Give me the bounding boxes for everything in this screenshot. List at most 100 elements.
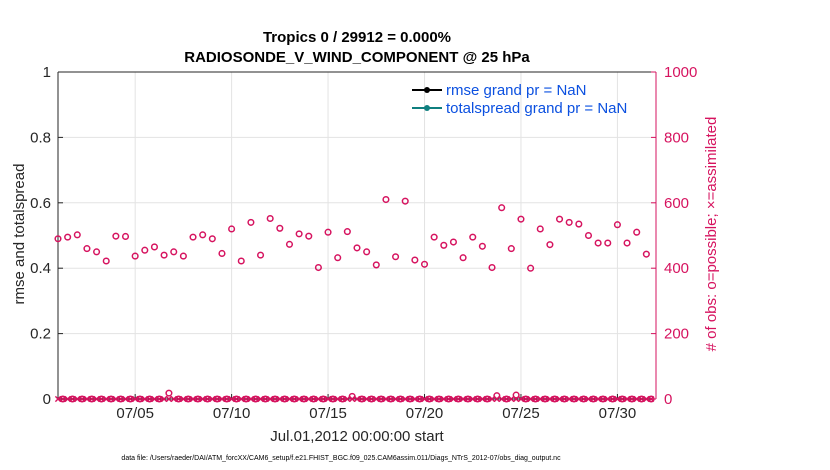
y-tick-label: 0.8: [30, 129, 51, 146]
legend: rmse grand pr = NaN totalspread grand pr…: [412, 82, 627, 117]
possible-obs-marker: [338, 395, 347, 403]
assimilated-obs-marker: [426, 395, 433, 403]
assimilated-obs-marker: [281, 395, 288, 403]
y2-tick-label: 1000: [664, 64, 697, 81]
possible-obs-marker: [531, 395, 539, 403]
possible-obs-marker: [392, 253, 400, 261]
possible-obs-marker: [642, 250, 650, 258]
possible-obs-marker: [189, 233, 197, 241]
y2-tick-label: 200: [664, 326, 689, 343]
assimilated-obs-marker: [127, 395, 134, 403]
possible-obs-marker: [478, 242, 486, 250]
possible-obs-marker: [83, 245, 91, 253]
possible-obs-marker: [440, 241, 448, 249]
assimilated-obs-marker: [233, 395, 240, 403]
assimilated-obs-marker: [638, 395, 645, 403]
y-tick-label: 1: [43, 64, 51, 81]
legend-label-totalspread: totalspread grand pr = NaN: [446, 100, 627, 117]
possible-obs-marker: [449, 238, 458, 246]
assimilated-obs-marker: [595, 395, 602, 403]
possible-obs-marker: [165, 389, 173, 397]
assimilated-obs-marker: [132, 395, 139, 403]
assimilated-obs-marker: [537, 395, 544, 403]
assimilated-obs-marker: [291, 395, 298, 403]
possible-obs-marker: [203, 395, 212, 403]
possible-obs-marker: [199, 231, 207, 239]
assimilated-obs-marker: [614, 395, 621, 403]
assimilated-obs-marker: [474, 395, 481, 403]
assimilated-obs-marker: [286, 395, 293, 403]
x-tick-label: 07/10: [213, 405, 251, 422]
possible-obs-marker: [78, 395, 86, 403]
possible-obs-marker: [290, 395, 298, 403]
possible-obs-marker: [609, 395, 617, 403]
possible-obs-marker: [266, 214, 274, 223]
possible-obs-marker: [445, 395, 453, 403]
assimilated-obs-marker: [585, 395, 592, 403]
possible-obs-marker: [387, 395, 395, 403]
assimilated-obs-marker: [411, 395, 418, 403]
possible-obs-marker: [411, 256, 419, 264]
possible-obs-marker: [363, 248, 371, 256]
possible-obs-marker: [285, 240, 294, 248]
possible-obs-marker: [310, 395, 318, 403]
possible-obs-marker: [160, 251, 168, 259]
assimilated-obs-marker: [161, 395, 168, 403]
possible-obs-marker: [170, 248, 178, 256]
assimilated-obs-marker: [74, 395, 81, 403]
assimilated-obs-marker: [175, 395, 182, 403]
possible-obs-marker: [314, 263, 322, 272]
assimilated-obs-marker: [64, 395, 71, 403]
possible-obs-marker: [117, 395, 125, 403]
possible-obs-marker: [599, 395, 607, 403]
assimilated-obs-marker: [156, 395, 163, 403]
possible-obs-marker: [305, 232, 313, 240]
assimilated-obs-marker: [628, 395, 635, 403]
assimilated-obs-marker: [98, 395, 105, 403]
assimilated-obs-marker: [406, 395, 414, 403]
possible-obs-marker: [126, 395, 134, 403]
assimilated-obs-marker: [223, 395, 230, 403]
possible-obs-marker: [232, 395, 240, 403]
assimilated-obs-marker: [267, 395, 274, 403]
assimilated-obs-marker: [604, 395, 611, 403]
possible-obs-marker: [454, 395, 462, 403]
assimilated-obs-marker: [189, 395, 197, 403]
possible-obs-marker: [498, 204, 506, 212]
assimilated-obs-marker: [421, 395, 428, 403]
possible-obs-marker: [430, 233, 438, 241]
possible-obs-marker: [474, 395, 482, 403]
assimilated-obs-marker: [83, 395, 91, 403]
possible-obs-marker: [406, 395, 414, 403]
ticks: 0 0.2 0.4 0.6 0.8 1 0 200 400 600 800 1000 07/05 07/1…: [30, 64, 697, 422]
possible-obs-marker: [570, 395, 578, 403]
legend-marker-rmse: [424, 87, 430, 93]
y2-axis-label: # of obs: o=possible; ×=assimilated: [703, 117, 720, 352]
assimilated-obs-marker: [122, 395, 129, 403]
possible-obs-marker: [112, 232, 120, 240]
possible-obs-marker: [247, 218, 255, 226]
assimilated-obs-marker: [262, 395, 269, 403]
assimilated-obs-marker: [590, 395, 597, 403]
assimilated-obs-marker: [484, 395, 491, 403]
possible-obs-marker: [527, 264, 535, 272]
x-axis-label: Jul.01,2012 00:00:00 start: [270, 428, 444, 445]
possible-obs-marker: [517, 215, 525, 223]
possible-obs-marker: [194, 395, 202, 403]
possible-obs-marker: [594, 239, 602, 247]
possible-obs-marker: [54, 235, 62, 243]
possible-obs-marker: [604, 239, 612, 247]
possible-obs-marker: [329, 395, 337, 403]
assimilated-obs-marker: [599, 395, 607, 403]
assimilated-obs-marker: [199, 395, 206, 403]
assimilated-obs-marker: [556, 395, 563, 403]
possible-obs-marker: [367, 395, 376, 403]
assimilated-obs-marker: [566, 395, 573, 403]
assimilated-obs-marker: [517, 395, 525, 403]
assimilated-obs-marker: [103, 395, 110, 403]
assimilated-obs-marker: [493, 395, 500, 403]
assimilated-obs-marker: [310, 395, 317, 403]
assimilated-obs-marker: [580, 395, 587, 403]
assimilated-obs-marker: [69, 395, 76, 403]
assimilated-obs-marker: [527, 395, 534, 403]
